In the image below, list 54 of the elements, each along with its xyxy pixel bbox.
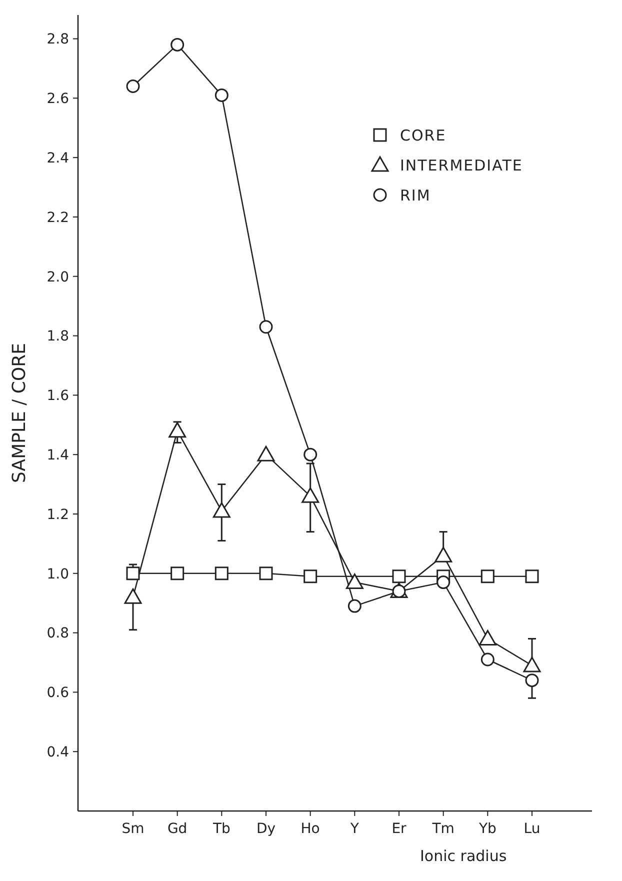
x-tick-label: Er: [392, 821, 407, 837]
x-tick-label: Gd: [167, 821, 188, 837]
y-axis-title: SAMPLE / CORE: [9, 343, 30, 483]
x-tick-label: Y: [349, 821, 360, 837]
point: [126, 80, 140, 94]
point: [304, 570, 318, 584]
y-tick-label: 0.4: [46, 744, 70, 760]
point: [212, 502, 230, 518]
point: [348, 599, 362, 613]
point: [392, 570, 406, 584]
x-tick-label: Tm: [431, 821, 454, 837]
point: [436, 576, 450, 590]
y-tick-label: 2.2: [46, 210, 69, 226]
y-tick-label: 1.4: [46, 447, 70, 464]
point: [126, 566, 140, 580]
point: [480, 570, 494, 584]
x-tick-label: Sm: [122, 821, 144, 837]
legend-label: CORE: [400, 126, 446, 144]
x-axis-title: Ionic radius: [420, 847, 507, 865]
y-tick-label: 1.0: [46, 566, 69, 582]
y-tick-label: 0.6: [46, 685, 70, 702]
point: [214, 88, 228, 102]
point: [525, 674, 539, 688]
y-tick-label: 1.2: [46, 506, 69, 523]
legend-label: RIM: [400, 186, 431, 204]
point: [168, 422, 186, 438]
x-tick-label: Lu: [524, 821, 540, 837]
y-tick-label: 1.8: [46, 328, 69, 345]
point: [170, 38, 184, 52]
point: [170, 566, 184, 580]
point: [259, 566, 273, 580]
point: [523, 656, 541, 672]
x-tick-label: Tb: [212, 821, 230, 837]
point: [525, 570, 539, 584]
y-tick-label: 0.8: [46, 626, 69, 642]
x-tick-label: Yb: [478, 821, 496, 837]
point: [480, 652, 494, 666]
point: [124, 588, 142, 604]
point: [478, 630, 496, 646]
point: [259, 320, 273, 334]
point: [214, 566, 228, 580]
point: [257, 446, 275, 462]
x-tick-label: Dy: [256, 821, 276, 837]
point: [302, 487, 320, 503]
y-tick-label: 2.6: [46, 91, 70, 108]
y-tick-label: 2.8: [46, 32, 69, 48]
point: [304, 448, 318, 462]
point: [346, 574, 364, 590]
y-tick-label: 1.6: [46, 388, 70, 404]
point: [434, 546, 452, 562]
y-tick-label: 2.4: [46, 150, 70, 166]
legend-label: INTERMEDIATE: [400, 156, 523, 174]
y-tick-label: 2.0: [46, 269, 69, 286]
x-tick-label: Ho: [300, 821, 320, 837]
